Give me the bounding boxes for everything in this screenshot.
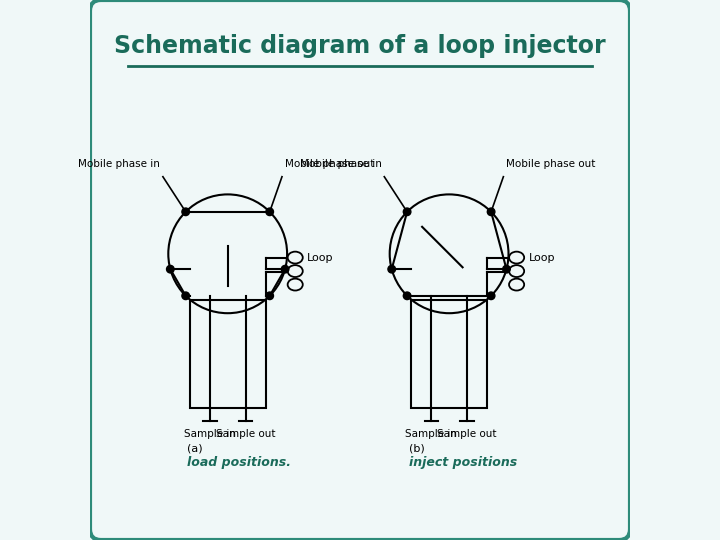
Circle shape	[182, 292, 189, 300]
Text: Loop: Loop	[307, 253, 333, 262]
Text: Loop: Loop	[528, 253, 555, 262]
Text: Sample out: Sample out	[216, 429, 275, 440]
Circle shape	[403, 208, 411, 215]
Text: Mobile phase out: Mobile phase out	[284, 159, 374, 168]
Text: load positions.: load positions.	[187, 456, 291, 469]
Circle shape	[266, 208, 274, 215]
Text: Schematic diagram of a loop injector: Schematic diagram of a loop injector	[114, 34, 606, 58]
Circle shape	[266, 292, 274, 300]
Circle shape	[403, 292, 411, 300]
Circle shape	[182, 208, 189, 215]
Circle shape	[388, 265, 395, 273]
Circle shape	[166, 265, 174, 273]
Circle shape	[503, 265, 510, 273]
Circle shape	[487, 208, 495, 215]
Bar	[411, 300, 487, 408]
Text: Sample in: Sample in	[405, 429, 457, 440]
Circle shape	[282, 265, 289, 273]
Text: Sample in: Sample in	[184, 429, 236, 440]
Text: (a): (a)	[187, 444, 203, 454]
Text: (b): (b)	[409, 444, 424, 454]
Circle shape	[487, 292, 495, 300]
Text: inject positions: inject positions	[409, 456, 517, 469]
Text: Sample out: Sample out	[437, 429, 497, 440]
Bar	[190, 300, 266, 408]
Text: Mobile phase out: Mobile phase out	[506, 159, 595, 168]
Text: Mobile phase in: Mobile phase in	[78, 159, 160, 168]
FancyBboxPatch shape	[90, 0, 630, 540]
Text: Mobile phase in: Mobile phase in	[300, 159, 382, 168]
